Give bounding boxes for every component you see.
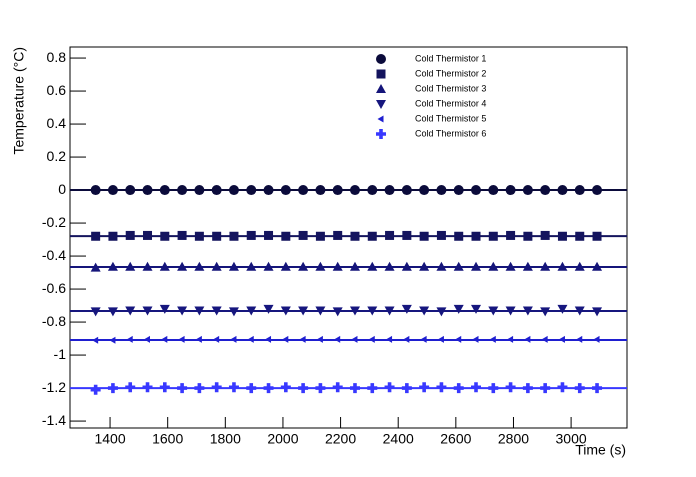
y-tick-label: -0.4 [42,247,66,263]
y-tick-label: -0.6 [42,280,66,296]
legend-marker [376,129,387,139]
x-tick-label: 2400 [383,431,414,447]
y-tick-label: -0.8 [42,313,66,329]
frame [69,46,628,429]
point [471,304,482,314]
y-tick-label: 0.6 [47,82,67,98]
legend-label: Cold Thermistor 4 [415,98,486,108]
legend-label: Cold Thermistor 2 [415,68,486,78]
point [90,384,101,395]
point [401,304,412,314]
x-tick-label: 2800 [498,431,529,447]
x-tick-label: 1600 [152,431,183,447]
x-tick-label: 2000 [267,431,298,447]
legend-label: Cold Thermistor 6 [415,128,486,138]
x-tick-label: 3000 [556,431,587,447]
legend-marker [376,54,386,64]
x-tick-label: 1400 [94,431,125,447]
legend-label: Cold Thermistor 3 [415,83,486,93]
y-tick-label: -1.2 [42,379,66,395]
y-tick-label: 0.4 [47,115,67,131]
legend-marker [376,100,386,109]
legend-label: Cold Thermistor 5 [415,113,486,123]
y-tick-label: -1 [54,346,67,362]
y-tick-label: -1.4 [42,412,66,428]
point [263,304,274,314]
y-tick-label: 0 [58,181,66,197]
x-tick-label: 2600 [440,431,471,447]
legend-label: Cold Thermistor 1 [415,53,486,63]
point [159,304,170,314]
x-tick-label: 1800 [210,431,241,447]
y-tick-label: -0.2 [42,214,66,230]
x-tick-label: 2200 [325,431,356,447]
y-axis-title: Temperature (°C) [11,47,27,155]
x-axis-title: Time (s) [575,442,626,458]
y-tick-label: 0.2 [47,148,67,164]
legend-marker [377,115,384,123]
point [557,304,568,314]
y-tick-label: 0.8 [47,49,67,65]
point [453,304,464,314]
legend-marker [376,84,386,93]
legend-marker [376,69,386,79]
